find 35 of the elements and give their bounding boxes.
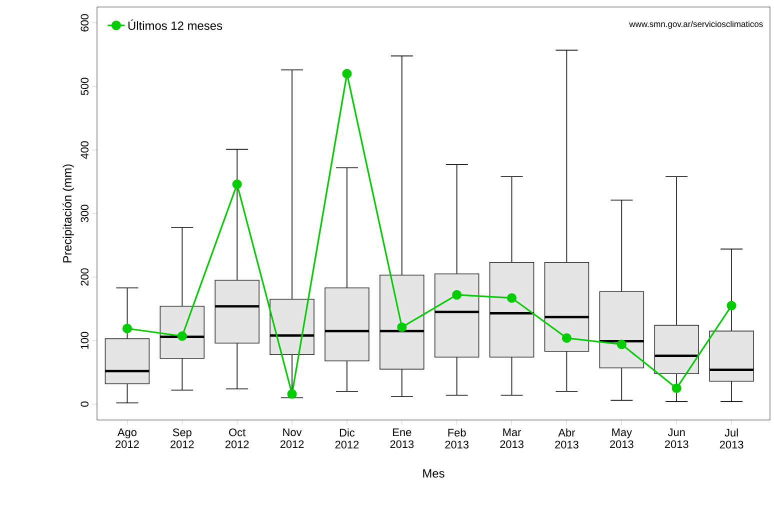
y-axis-title: Precipitación (mm) bbox=[62, 164, 74, 262]
point bbox=[287, 389, 297, 399]
x-tick-label: Mar 2013 bbox=[500, 428, 524, 448]
point bbox=[122, 324, 132, 334]
x-axis-title: Mes bbox=[423, 469, 444, 478]
y-tick-label: 300 bbox=[80, 204, 88, 222]
y-tick-label: 200 bbox=[80, 268, 88, 286]
y-tick-label: 100 bbox=[80, 332, 88, 349]
point bbox=[232, 179, 242, 190]
x-tick-label: Sep 2012 bbox=[170, 428, 194, 448]
annotation: www.smn.gov.ar/serviciosclimaticos bbox=[629, 20, 763, 29]
point bbox=[726, 300, 736, 310]
point bbox=[672, 383, 682, 394]
legend-label: Últimos 12 meses bbox=[128, 19, 222, 30]
x-tick-label: Nov 2012 bbox=[280, 428, 304, 448]
x-tick-label: Abr 2013 bbox=[555, 428, 578, 449]
y-tick-label: 600 bbox=[80, 14, 88, 32]
point bbox=[452, 290, 462, 300]
point bbox=[562, 333, 572, 343]
x-tick-label: Feb 2013 bbox=[445, 428, 469, 449]
point bbox=[342, 68, 352, 79]
x-tick-label: Ene 2013 bbox=[390, 428, 414, 448]
x-tick-label: May 2013 bbox=[610, 428, 634, 448]
y-tick-label: 0 bbox=[80, 402, 88, 407]
y-tick-label: 500 bbox=[80, 78, 88, 96]
point bbox=[616, 340, 626, 350]
x-tick-label: Jun 2013 bbox=[664, 428, 688, 448]
point bbox=[507, 293, 517, 303]
y-tick-label: 400 bbox=[80, 141, 88, 159]
point bbox=[397, 322, 407, 332]
x-tick-label: Dic 2012 bbox=[335, 428, 359, 449]
x-tick-label: Jul 2013 bbox=[720, 428, 744, 449]
point bbox=[177, 331, 187, 341]
x-tick-label: Oct 2012 bbox=[225, 428, 249, 448]
x-tick-label: Ago 2012 bbox=[116, 428, 139, 448]
